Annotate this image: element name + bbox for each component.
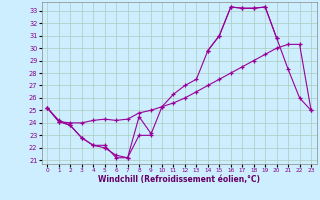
X-axis label: Windchill (Refroidissement éolien,°C): Windchill (Refroidissement éolien,°C) <box>98 175 260 184</box>
